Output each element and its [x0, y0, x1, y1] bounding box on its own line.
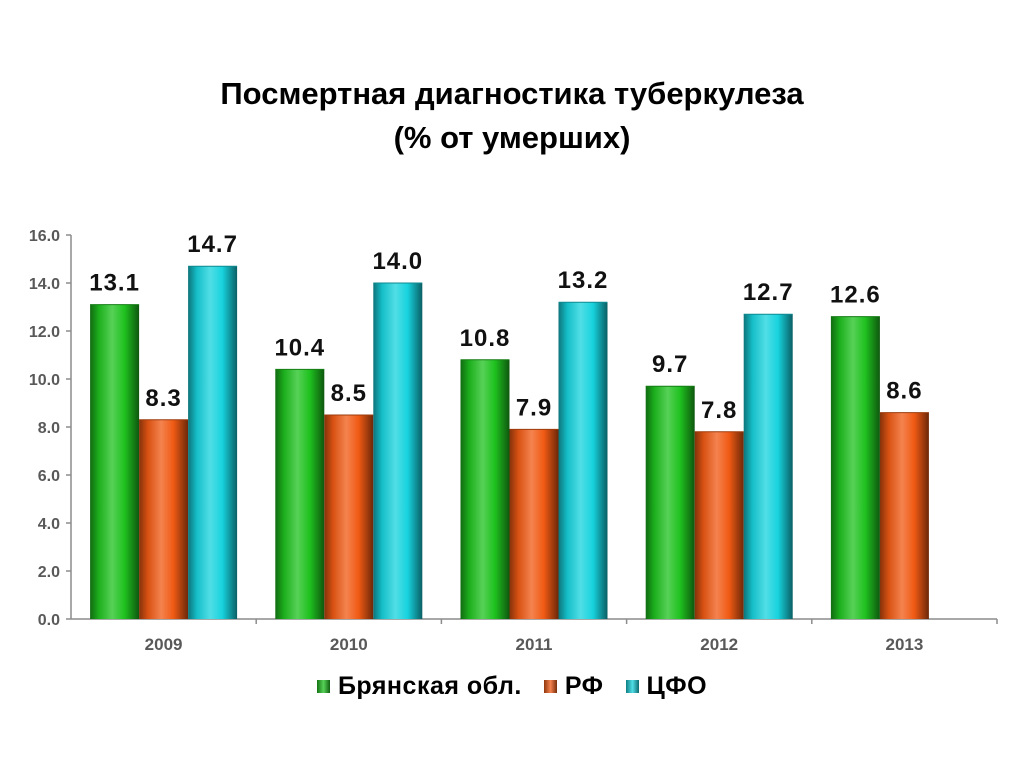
data-label: 14.7 [187, 231, 238, 258]
bar-2011-series-0 [460, 359, 510, 619]
bar-2010-series-0 [275, 369, 325, 619]
data-label: 8.5 [331, 380, 367, 407]
data-label: 13.2 [558, 267, 609, 294]
legend-item: Брянская обл. [316, 672, 522, 701]
chart-axes: 0.0 2.0 4.0 6.0 8.0 10.0 12.0 14.0 16.0 2009 2010 2… [29, 228, 998, 654]
data-label: 10.8 [460, 325, 511, 352]
x-category-label: 2010 [330, 635, 368, 654]
x-category-label: 2011 [516, 635, 553, 654]
chart-bars [90, 265, 929, 619]
data-label: 8.6 [886, 378, 922, 405]
bar-2012-series-2 [743, 314, 793, 619]
bar-2011-series-1 [509, 429, 559, 619]
y-tick-label: 8.0 [38, 420, 60, 437]
legend-swatch [543, 680, 557, 693]
legend-swatch [316, 680, 330, 693]
chart-title-line-1: Посмертная диагностика туберкулеза [220, 76, 804, 111]
data-label: 13.1 [89, 270, 140, 297]
bar-2009-series-1 [139, 419, 189, 619]
bar-2009-series-2 [188, 266, 238, 619]
y-tick-label: 6.0 [38, 468, 60, 485]
x-category-label: 2012 [700, 635, 738, 654]
y-tick-label: 0.0 [38, 612, 60, 629]
x-category-label: 2009 [145, 635, 183, 654]
bar-2011-series-2 [558, 302, 608, 619]
chart-title-line-2: (% от умерших) [393, 120, 631, 155]
data-label: 10.4 [274, 334, 325, 361]
bar-2010-series-2 [373, 283, 423, 619]
bar-2012-series-0 [645, 386, 695, 619]
legend-label: ЦФО [646, 672, 708, 700]
y-tick-label: 2.0 [38, 564, 60, 581]
data-label: 8.3 [145, 385, 181, 412]
bar-2012-series-1 [694, 431, 744, 619]
legend-label: РФ [564, 672, 604, 700]
data-label: 7.9 [516, 394, 552, 421]
data-label: 14.0 [372, 248, 423, 275]
data-label: 9.7 [652, 351, 688, 378]
chart-legend: Брянская обл. РФ ЦФО [0, 672, 1024, 701]
y-tick-label: 4.0 [38, 516, 60, 533]
bar-2013-series-0 [830, 316, 880, 619]
y-tick-label: 12.0 [29, 324, 60, 341]
chart-data-labels: 13.1 8.3 14.7 10.48.5 14.0 10.8 7.9 13.2 9.7 7.8 1… [89, 231, 922, 424]
legend-item: ЦФО [625, 672, 708, 701]
y-tick-label: 10.0 [29, 372, 60, 389]
bar-2013-series-1 [879, 412, 929, 619]
y-tick-label: 14.0 [29, 276, 60, 293]
data-label: 12.7 [743, 279, 794, 306]
bar-chart: 0.0 2.0 4.0 6.0 8.0 10.0 12.0 14.0 16.0 2009 2010 2… [29, 228, 998, 654]
legend-swatch [625, 680, 639, 693]
data-label: 7.8 [701, 397, 737, 424]
chart-title: Посмертная диагностика туберкулеза (% от… [0, 72, 1024, 160]
bar-2009-series-0 [90, 304, 140, 619]
legend-item: РФ [543, 672, 604, 701]
data-label: 12.6 [830, 282, 881, 309]
bar-2010-series-1 [324, 415, 374, 619]
y-tick-label: 16.0 [29, 228, 60, 245]
x-category-label: 2013 [885, 635, 923, 654]
legend-label: Брянская обл. [337, 672, 522, 700]
